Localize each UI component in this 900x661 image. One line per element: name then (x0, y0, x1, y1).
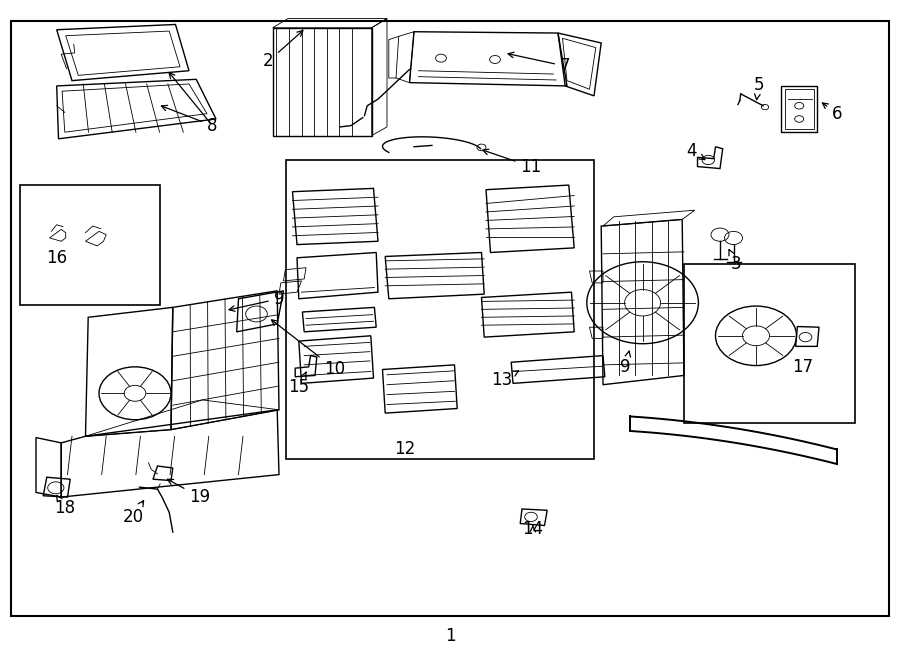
Bar (684, 264, 855, 423)
Bar (11, 21, 889, 616)
Text: 5: 5 (753, 75, 764, 100)
Text: 14: 14 (522, 520, 544, 538)
Text: 10: 10 (272, 320, 346, 378)
Text: 3: 3 (729, 249, 742, 274)
Text: 15: 15 (288, 372, 310, 396)
Text: 13: 13 (491, 371, 518, 389)
Text: 19: 19 (167, 479, 211, 506)
Bar (273, 28, 372, 136)
Text: 12: 12 (394, 440, 416, 459)
Text: 4: 4 (686, 141, 705, 160)
Text: 16: 16 (46, 249, 68, 267)
Text: 20: 20 (122, 500, 144, 526)
Text: 8: 8 (161, 105, 218, 135)
Text: 17: 17 (792, 358, 814, 376)
Text: 2: 2 (263, 30, 303, 71)
Text: 18: 18 (54, 496, 76, 517)
Text: 9: 9 (620, 351, 631, 376)
Text: 6: 6 (823, 103, 842, 123)
Text: 7: 7 (508, 52, 571, 75)
Text: 1: 1 (445, 627, 455, 645)
Text: 9: 9 (230, 290, 284, 311)
Text: 11: 11 (482, 149, 542, 176)
Bar (20, 185, 160, 305)
Bar (286, 160, 594, 459)
